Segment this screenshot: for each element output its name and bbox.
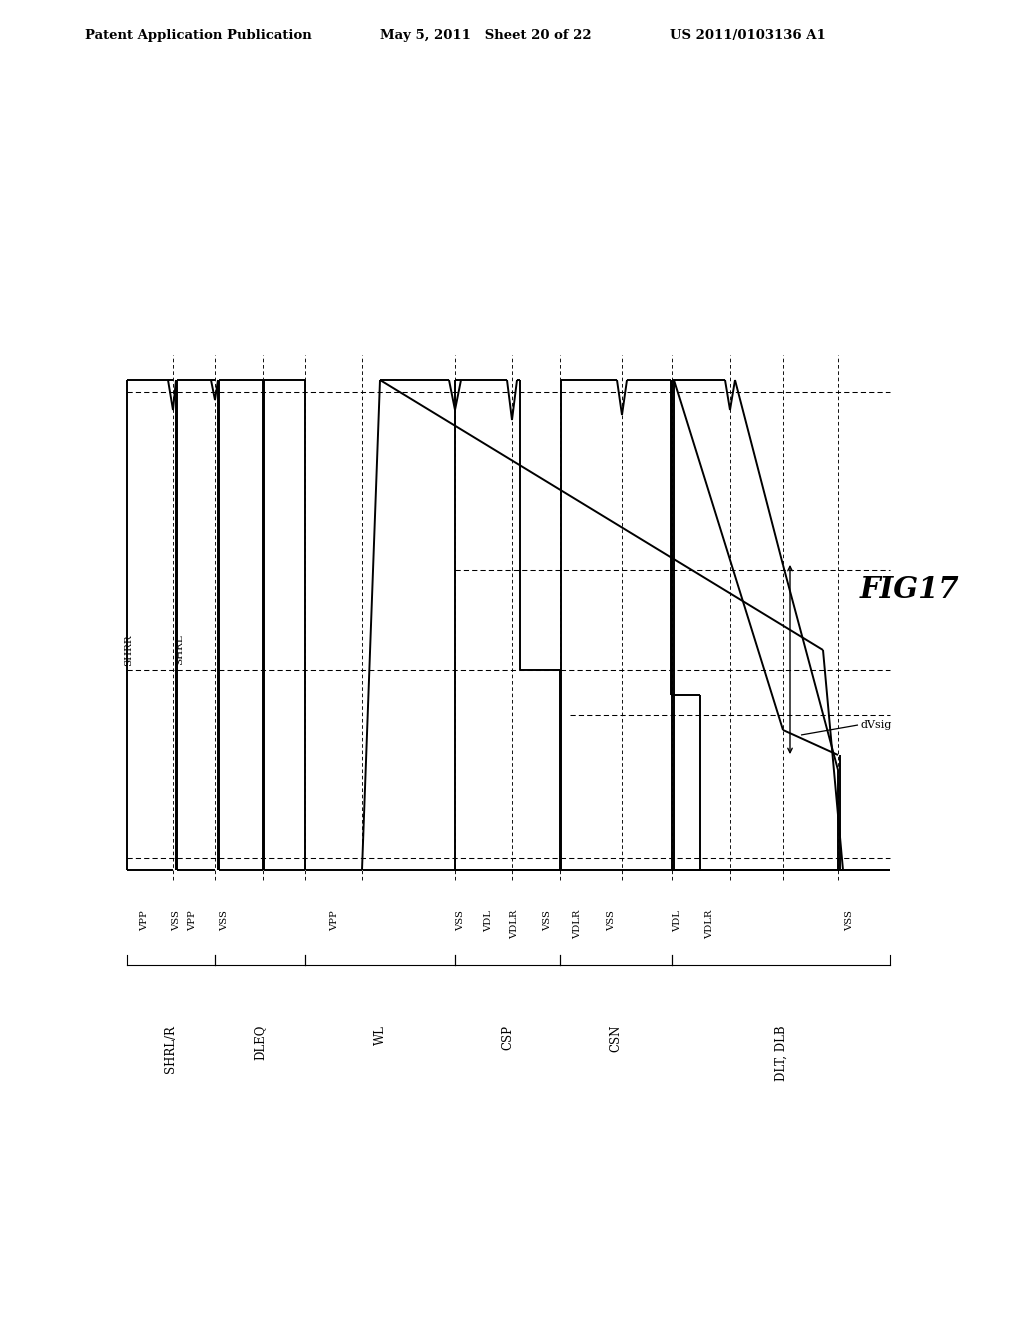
Text: US 2011/0103136 A1: US 2011/0103136 A1 (670, 29, 825, 41)
Text: SHRL/R: SHRL/R (165, 1026, 177, 1073)
Text: DLEQ: DLEQ (254, 1026, 266, 1060)
Text: VDL: VDL (674, 909, 683, 932)
Text: VSS: VSS (172, 909, 181, 931)
Text: VDLR: VDLR (511, 909, 519, 940)
Text: Patent Application Publication: Patent Application Publication (85, 29, 311, 41)
Text: VSS: VSS (846, 909, 854, 931)
Text: VSS: VSS (220, 909, 229, 931)
Text: VSS: VSS (607, 909, 616, 931)
Text: FIG17: FIG17 (860, 576, 959, 605)
Text: CSP: CSP (501, 1026, 514, 1049)
Text: WL: WL (374, 1026, 386, 1045)
Text: dVsig: dVsig (860, 719, 891, 730)
Text: May 5, 2011   Sheet 20 of 22: May 5, 2011 Sheet 20 of 22 (380, 29, 592, 41)
Text: VDLR: VDLR (706, 909, 715, 940)
Text: VSS: VSS (457, 909, 466, 931)
Text: SHRR: SHRR (125, 634, 133, 665)
Text: VPP: VPP (188, 909, 198, 931)
Text: VDL: VDL (484, 909, 494, 932)
Text: DLT, DLB: DLT, DLB (774, 1026, 787, 1081)
Text: SHRL: SHRL (175, 635, 184, 665)
Text: VDLR: VDLR (573, 909, 583, 940)
Text: VPP: VPP (140, 909, 150, 931)
Text: VPP: VPP (331, 909, 340, 931)
Text: CSN: CSN (609, 1026, 623, 1052)
Text: VSS: VSS (544, 909, 553, 931)
